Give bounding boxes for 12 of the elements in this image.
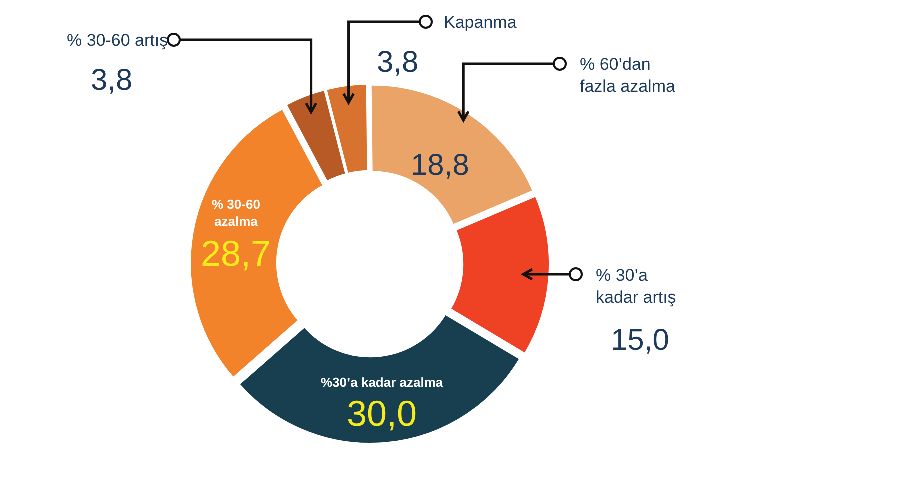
data-label: 3,8	[91, 64, 133, 97]
data-label: 30,0	[347, 393, 418, 434]
slice-label: Kapanma	[444, 13, 518, 32]
slice-label: % 30-60 azalma	[212, 197, 260, 229]
slice-label: % 30’a kadar artış	[596, 266, 676, 308]
data-label: 28,7	[201, 233, 272, 274]
slice-label: % 30-60 artış	[67, 31, 168, 50]
data-label: 3,8	[377, 46, 419, 79]
slice-label: %30’a kadar azalma	[321, 375, 444, 390]
data-label: 18,8	[411, 149, 470, 182]
data-label: 15,0	[611, 324, 670, 357]
slice-label: % 60’dan fazla azalma	[580, 55, 676, 96]
